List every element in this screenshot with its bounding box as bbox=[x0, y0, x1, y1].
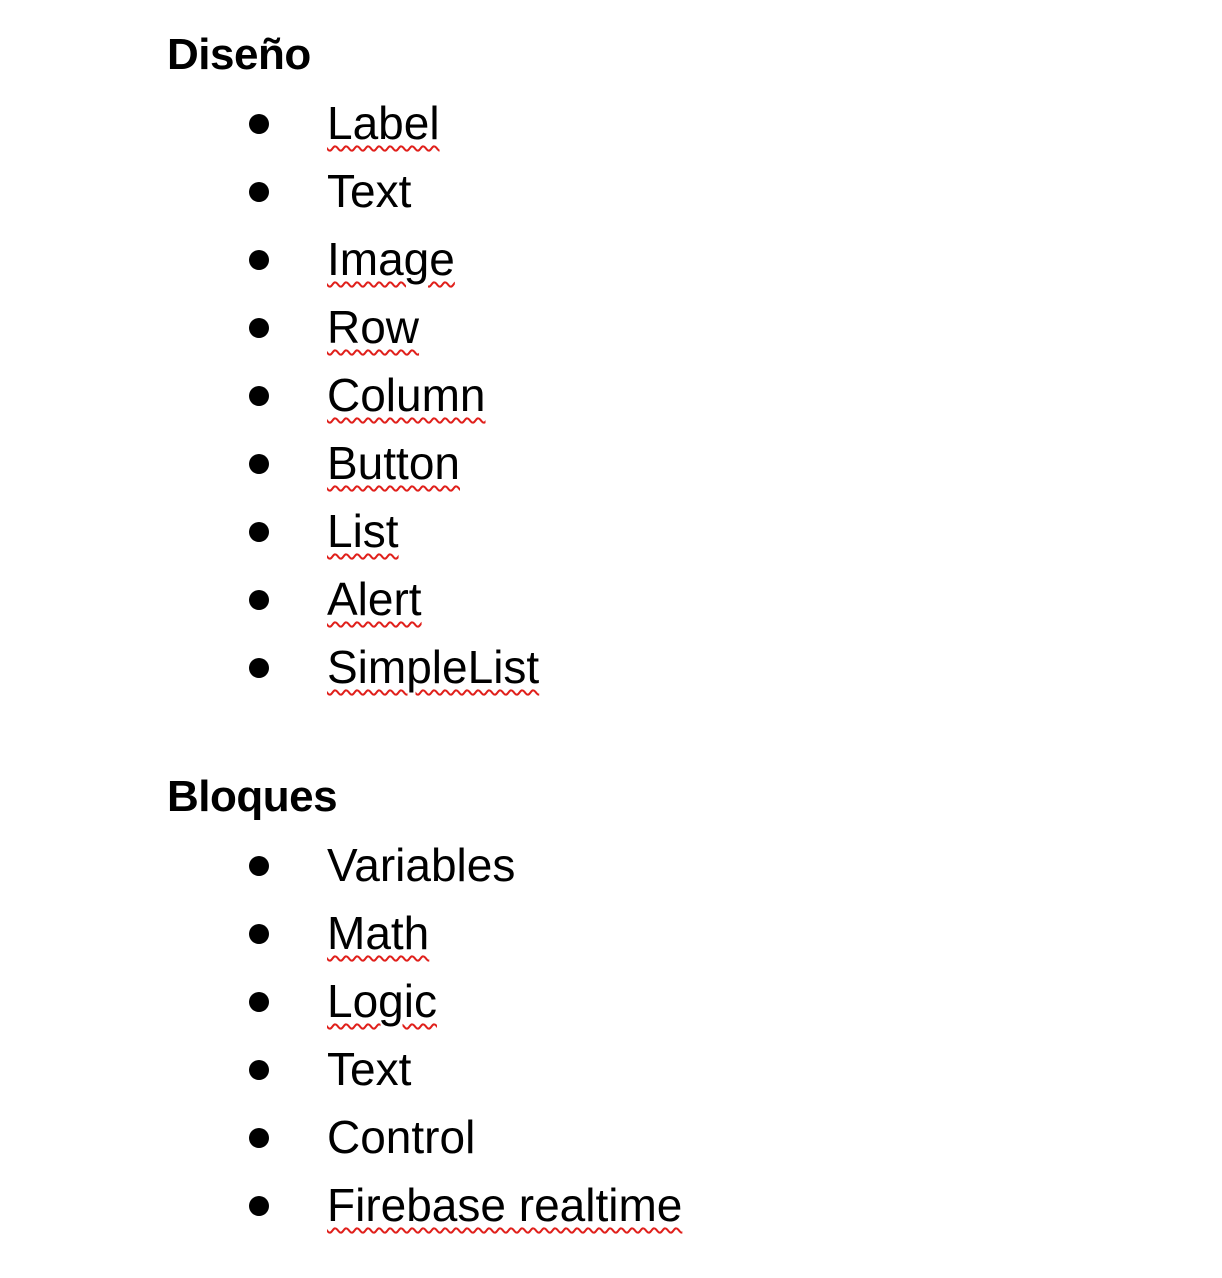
bullet-icon bbox=[249, 454, 269, 474]
bullet-icon bbox=[249, 658, 269, 678]
bullet-icon bbox=[249, 992, 269, 1012]
bullet-icon bbox=[249, 1196, 269, 1216]
list-item-label: Row bbox=[327, 301, 420, 353]
list-item-label: List bbox=[327, 505, 399, 557]
bullet-icon bbox=[249, 386, 269, 406]
list-item-label: Logic bbox=[327, 975, 437, 1027]
bullet-icon bbox=[249, 590, 269, 610]
bullet-icon bbox=[249, 1060, 269, 1080]
bullet-icon bbox=[249, 182, 269, 202]
list-item-label: Text bbox=[327, 165, 412, 217]
bullet-icon bbox=[249, 114, 269, 134]
list-item-label: Button bbox=[327, 437, 460, 489]
list-item-label: Label bbox=[327, 97, 440, 149]
bullet-icon bbox=[249, 1128, 269, 1148]
list-item-label: Alert bbox=[327, 573, 422, 625]
bullet-icon bbox=[249, 318, 269, 338]
list-item-label: Image bbox=[327, 233, 455, 285]
bullet-icon bbox=[249, 522, 269, 542]
list-item-label: Control bbox=[327, 1111, 476, 1163]
list-item-label: SimpleList bbox=[327, 641, 540, 693]
list-item-label: Math bbox=[327, 907, 430, 959]
list-item-label: Text bbox=[327, 1043, 412, 1095]
list-item-label: Column bbox=[327, 369, 486, 421]
list-item-label: Variables bbox=[327, 839, 516, 891]
section-heading: Bloques bbox=[167, 772, 338, 821]
bullet-icon bbox=[249, 856, 269, 876]
list-item-label: Firebase realtime bbox=[327, 1179, 683, 1231]
bullet-icon bbox=[249, 924, 269, 944]
bullet-icon bbox=[249, 250, 269, 270]
section-heading: Diseño bbox=[167, 30, 311, 79]
